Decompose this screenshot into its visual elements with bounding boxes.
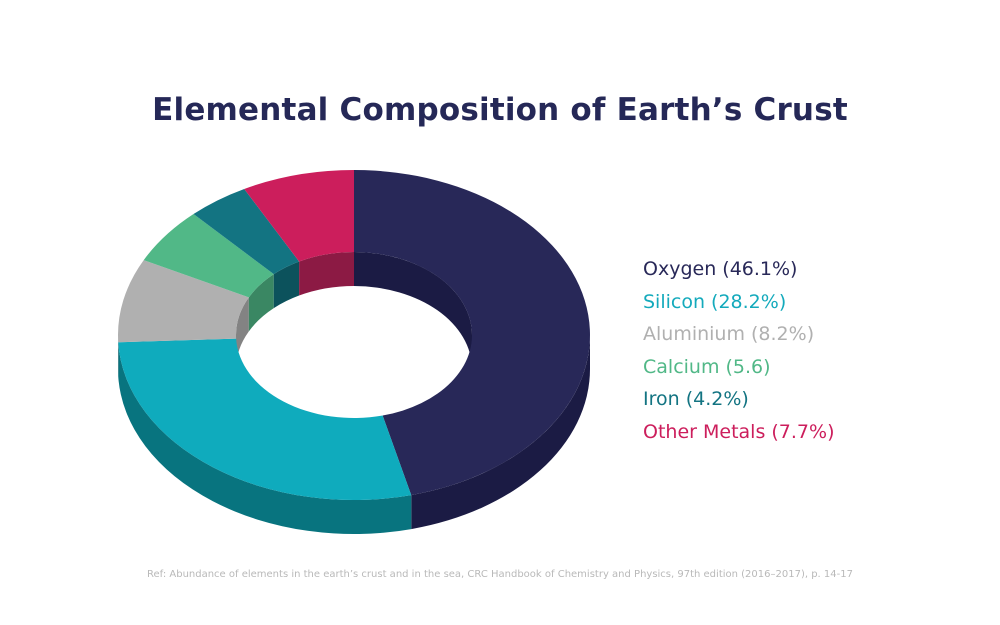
outer-wall-0 — [411, 335, 590, 530]
legend-item-2: Aluminium (8.2%) — [643, 323, 815, 345]
legend-item-1: Silicon (28.2%) — [643, 290, 787, 313]
slice-4 — [193, 188, 300, 275]
legend-item-5: Other Metals (7.7%) — [643, 420, 835, 443]
inner-wall-3-0 — [248, 274, 274, 332]
legend-item-0: Oxygen (46.1%) — [643, 258, 798, 280]
inner-wall-4-0 — [273, 261, 300, 309]
slice-1 — [118, 338, 412, 500]
legend-item-4: Iron (4.2%) — [643, 388, 749, 410]
inner-wall-0-0 — [354, 252, 472, 369]
chart-title: Elemental Composition of Earth’s Crust — [152, 92, 848, 128]
slice-2 — [118, 260, 249, 343]
source-footnote: Ref: Abundance of elements in the earth’… — [147, 569, 853, 580]
legend-item-3: Calcium (5.6) — [643, 355, 771, 378]
slice-5 — [244, 170, 354, 262]
inner-wall-5-0 — [299, 252, 354, 296]
slice-0 — [354, 170, 590, 496]
slice-3 — [143, 214, 274, 298]
chart-legend: Oxygen (46.1%) Silicon (28.2%) Aluminium (… — [643, 256, 834, 451]
inner-wall-2-0 — [236, 297, 249, 369]
outer-wall-1 — [118, 342, 412, 534]
